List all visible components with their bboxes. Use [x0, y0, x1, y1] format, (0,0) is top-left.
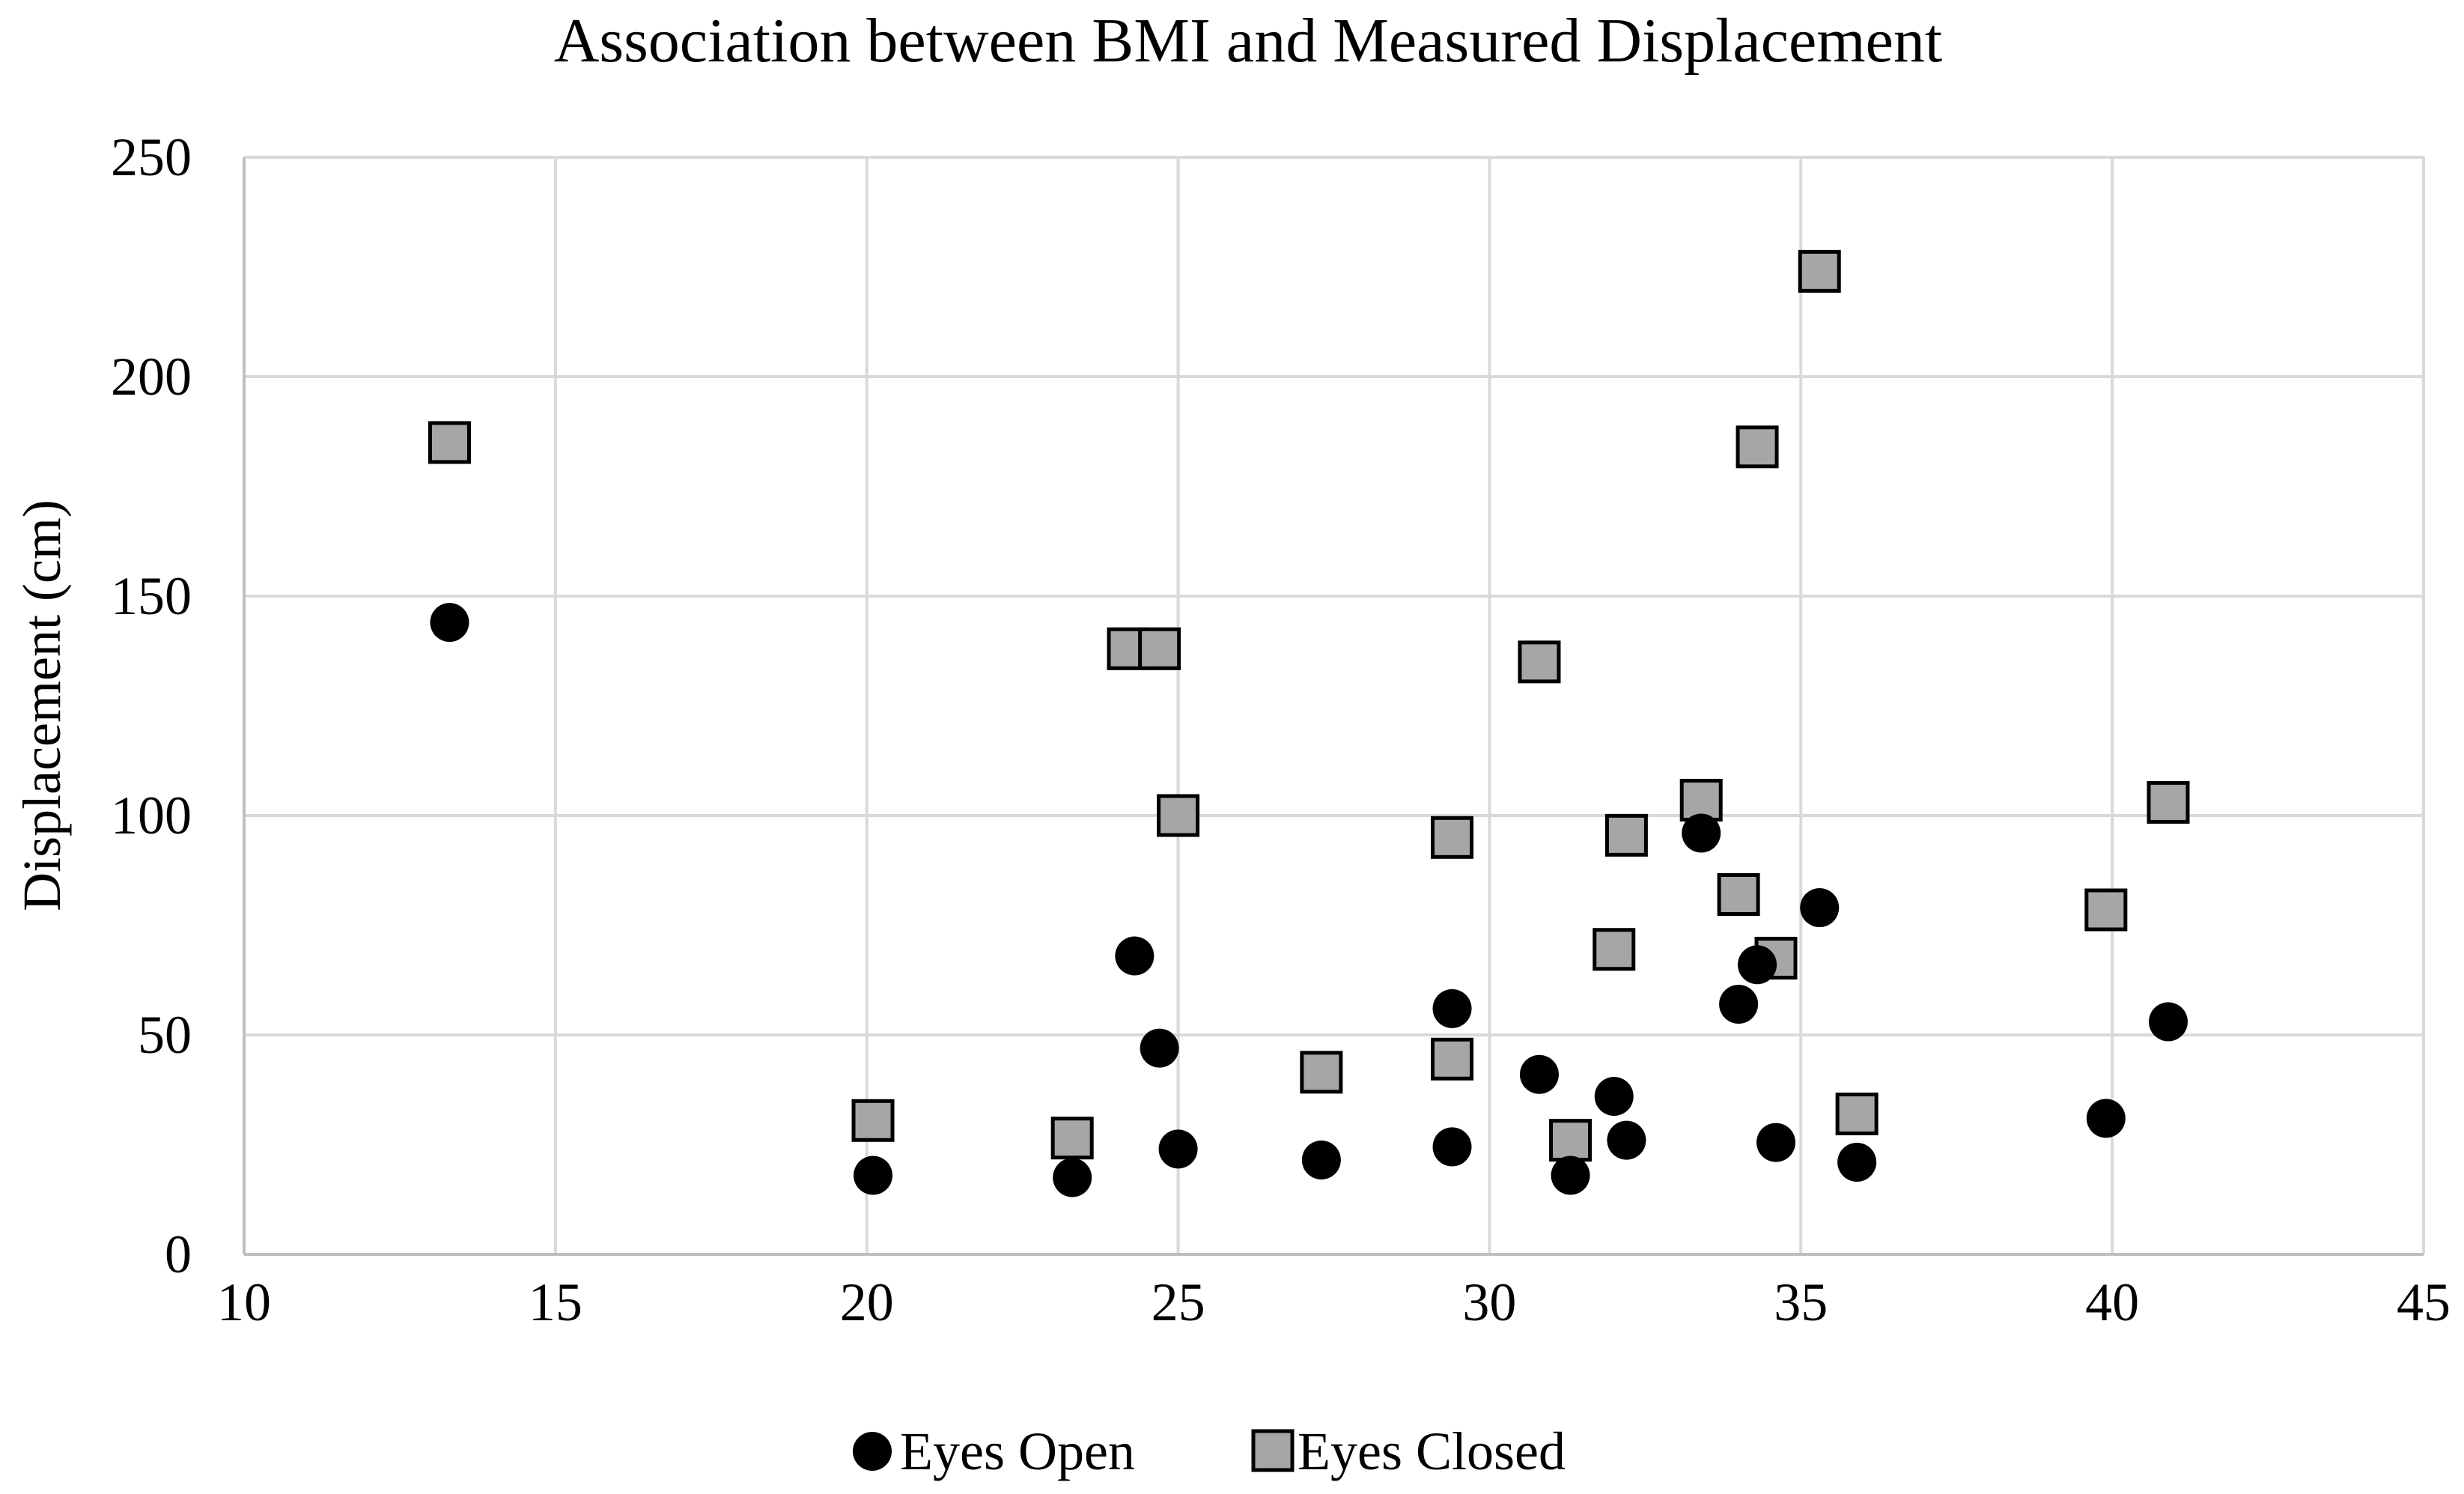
- eyes-open-point: [1432, 1127, 1472, 1167]
- data-points: [428, 249, 2190, 1197]
- eyes-closed-point: [1300, 1051, 1343, 1094]
- eyes-open-point: [1719, 984, 1759, 1024]
- y-tick-label: 250: [111, 127, 192, 187]
- eyes-open-point: [430, 603, 469, 643]
- eyes-closed-point: [2147, 780, 2190, 824]
- eyes-closed-point: [1679, 778, 1723, 822]
- eyes-open-point: [1432, 989, 1472, 1028]
- eyes-closed-point: [2084, 888, 2128, 932]
- y-tick-label: 50: [138, 1005, 192, 1065]
- eyes-open-point: [1519, 1054, 1559, 1094]
- eyes-open-point: [2086, 1099, 2126, 1138]
- eyes-closed-point: [1736, 425, 1779, 469]
- y-tick-label: 0: [165, 1224, 192, 1284]
- x-tick-label: 45: [2397, 1272, 2451, 1332]
- eyes-open-point: [1607, 1120, 1646, 1160]
- eyes-closed-point: [1604, 813, 1648, 857]
- chart-title: Association between BMI and Measured Dis…: [554, 6, 1942, 76]
- eyes-open-point: [854, 1156, 893, 1195]
- x-tick-label: 30: [1462, 1272, 1516, 1332]
- legend-eyes-closed-label: Eyes Closed: [1298, 1421, 1566, 1481]
- eyes-closed-point: [1518, 640, 1561, 684]
- eyes-open-point: [1738, 945, 1777, 985]
- eyes-open-point: [1158, 1129, 1198, 1169]
- x-tick-label: 10: [217, 1272, 271, 1332]
- eyes-open-point: [1551, 1156, 1590, 1195]
- legend-eyes-open-marker: [853, 1432, 892, 1471]
- eyes-open-point: [1756, 1123, 1796, 1162]
- eyes-open-point: [1301, 1141, 1341, 1180]
- eyes-closed-point: [1138, 627, 1181, 670]
- grid: [243, 156, 2425, 1256]
- eyes-open-point: [1682, 813, 1721, 853]
- eyes-open-point: [1053, 1158, 1092, 1197]
- eyes-closed-point: [1717, 872, 1760, 916]
- axis-ticks: 10 15 20 25 30 35 40 45 0 50 100 150 200 250: [111, 127, 2451, 1332]
- eyes-closed-point: [1593, 928, 1636, 971]
- y-tick-label: 150: [111, 566, 192, 626]
- x-tick-label: 25: [1152, 1272, 1205, 1332]
- eyes-closed-point: [1157, 794, 1200, 837]
- eyes-closed-point: [1431, 1037, 1474, 1081]
- y-tick-label: 200: [111, 347, 192, 407]
- x-tick-label: 40: [2085, 1272, 2139, 1332]
- eyes-open-point: [2148, 1002, 2188, 1042]
- y-axis-label: Displacement (cm): [12, 499, 72, 911]
- eyes-closed-point: [851, 1099, 895, 1142]
- eyes-open-point: [1837, 1142, 1877, 1182]
- eyes-open-point: [1594, 1077, 1634, 1117]
- eyes-closed-point: [1835, 1092, 1879, 1135]
- x-tick-label: 35: [1774, 1272, 1828, 1332]
- eyes-closed-point: [428, 421, 471, 464]
- eyes-closed-point: [1050, 1117, 1094, 1160]
- eyes-open-point: [1115, 936, 1155, 976]
- legend-eyes-open-label: Eyes Open: [900, 1421, 1135, 1481]
- eyes-closed-point: [1431, 816, 1474, 859]
- x-tick-label: 15: [529, 1272, 582, 1332]
- eyes-closed-point: [1549, 1119, 1593, 1162]
- eyes-open-point: [1140, 1028, 1179, 1068]
- eyes-closed-point: [1798, 249, 1841, 293]
- eyes-open-point: [1800, 888, 1840, 928]
- legend-eyes-closed-marker: [1251, 1429, 1295, 1472]
- y-tick-label: 100: [111, 786, 192, 845]
- legend: Eyes Open Eyes Closed: [853, 1421, 1566, 1481]
- x-tick-label: 20: [840, 1272, 894, 1332]
